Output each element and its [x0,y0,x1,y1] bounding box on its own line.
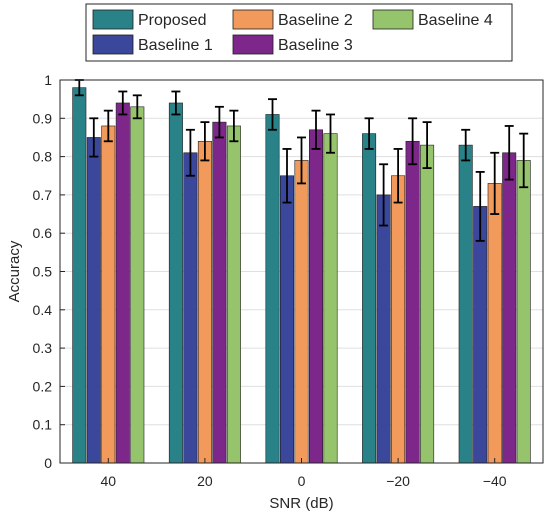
error-bar [393,148,403,204]
error-bar [229,109,239,143]
x-axis-title: SNR (dB) [269,495,333,512]
error-bars [74,79,529,242]
bar [405,140,420,464]
error-bar [200,121,210,162]
legend-label: Proposed [138,12,207,29]
legend-swatch [92,34,134,55]
error-bar [118,90,128,116]
error-bar [268,98,277,131]
bar [279,175,294,464]
error-bar [311,109,321,150]
x-tick-label: 0 [298,473,306,489]
x-tick-label: −40 [483,473,507,489]
bar [226,125,241,464]
error-bar [422,121,432,169]
bar [265,114,280,464]
x-axis-ticks: 40 20 0 −20 −40 [101,458,507,489]
bar [391,175,406,464]
y-tick-label: 0.6 [33,225,53,241]
error-bar [490,151,500,215]
error-bar [379,163,389,227]
bar [323,133,338,464]
bar [502,152,517,464]
error-bar [297,136,306,185]
legend-item: Proposed [92,9,207,30]
error-bar [519,132,529,189]
y-tick-label: 0.8 [33,149,53,165]
y-tick-label: 0.9 [33,110,53,126]
x-tick-label: 20 [197,473,213,489]
error-bar [504,125,514,181]
bar [458,144,473,464]
bar [86,137,101,464]
legend-label: Baseline 2 [278,12,353,29]
error-bar [185,128,195,177]
y-tick-label: 0.1 [33,417,53,433]
bar [130,106,145,464]
bar [212,121,227,464]
legend-swatch [232,34,274,55]
legend-item: Baseline 1 [92,34,213,55]
error-bar [132,94,142,120]
bar [168,102,183,464]
error-bar [475,171,485,242]
bar [516,160,531,464]
y-tick-label: 0.7 [33,187,53,203]
error-bar [408,117,418,166]
legend-label: Baseline 1 [138,37,213,54]
y-tick-label: 0.4 [33,302,53,318]
bar [420,144,435,464]
bar [72,87,87,464]
legend-label: Baseline 3 [278,37,353,54]
legend-item: Baseline 4 [372,9,493,30]
legend-label: Baseline 4 [418,12,493,29]
error-bar [461,128,471,162]
y-tick-label: 1 [44,72,52,88]
bar [115,102,130,464]
error-bar [364,117,374,150]
legend-swatch [372,9,414,30]
legend-swatch [92,9,134,30]
y-axis-ticks: 0 0.1 0.2 0.3 0.4 0.5 0.6 0.7 0.8 0.9 1 [33,72,65,471]
bar [376,194,391,464]
bar [101,125,116,464]
bar [197,140,212,464]
legend-box [85,3,513,62]
legend-swatch [232,9,274,30]
x-tick-label: −20 [386,473,410,489]
legend-item: Baseline 2 [232,9,353,30]
error-bar [103,109,113,143]
bar [294,160,309,464]
y-tick-label: 0.3 [33,340,53,356]
error-bar [89,117,99,158]
bar [362,133,377,464]
legend-item: Baseline 3 [232,34,353,55]
bar [473,206,488,464]
y-tick-label: 0 [44,455,52,471]
legend: Proposed Baseline 1 Baseline 2 Baseline 3 Ba… [85,3,513,62]
bar [183,152,198,464]
error-bar [171,90,181,116]
bar [308,129,323,464]
bar [487,183,502,464]
y-tick-label: 0.2 [33,378,53,394]
x-tick-label: 40 [101,473,117,489]
y-axis-title: Accuracy [6,240,23,302]
y-tick-label: 0.5 [33,264,53,280]
error-bar [282,148,292,204]
error-bar [214,105,224,139]
error-bar [326,113,335,154]
